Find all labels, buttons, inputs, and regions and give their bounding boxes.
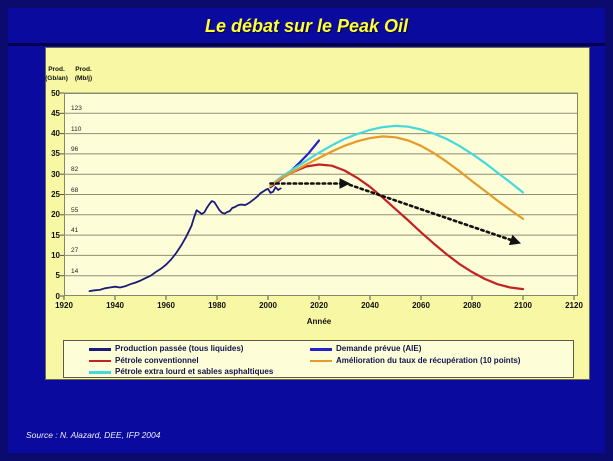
x-axis-label: 2120 (565, 301, 583, 310)
y-axis-header-left: Prod. (Gb/an) (43, 65, 70, 83)
x-axis-label: 2020 (310, 301, 328, 310)
legend: Production passée (tous liquides) Pétrole… (63, 340, 574, 378)
y-axis-label-left: 40 (51, 129, 60, 139)
y-axis-label-left: 30 (51, 169, 60, 179)
chart-plot-svg (60, 92, 578, 300)
x-axis-label: 1960 (157, 301, 175, 310)
series-production-pass-e-tous-liquides- (88, 186, 282, 293)
series-p-trole-extra-lourd-et-sables-asphaltiques (269, 124, 525, 194)
y-axis-label-right: 27 (71, 247, 79, 255)
x-axis-title: Année (306, 317, 332, 326)
y-axis-label-left: 45 (51, 108, 60, 118)
x-axis-label: 2060 (412, 301, 430, 310)
legend-label: Amélioration du taux de récupération (10… (336, 355, 521, 365)
legend-swatch (89, 348, 111, 351)
source-citation: Source : N. Alazard, DEE, IFP 2004 (26, 430, 161, 440)
y-axis-label-left: 20 (51, 210, 60, 220)
y-axis-label-right: 96 (71, 145, 79, 153)
legend-swatch (89, 371, 111, 374)
slide-background: Le débat sur le Peak Oil Prod. (Gb/an) P… (8, 8, 605, 453)
x-axis-label: 2040 (361, 301, 379, 310)
y-axis-label-right: 82 (71, 166, 79, 174)
y-axis-header-right-unit-name: Prod. (75, 66, 92, 73)
y-axis-label-left: 50 (51, 88, 60, 98)
y-axis-header-left-unit-name: Prod. (48, 66, 65, 73)
series-p-trole-conventionnel (269, 163, 525, 291)
legend-label: Production passée (tous liquides) (115, 344, 244, 353)
y-axis-label-left: 25 (51, 190, 60, 199)
y-axis-label-right: 68 (71, 186, 79, 194)
x-axis-label: 1980 (208, 301, 226, 310)
y-axis-label-right: 110 (71, 125, 82, 133)
series-annotation-arrow-decline (348, 183, 521, 246)
y-axis-label-right: 55 (71, 206, 79, 214)
x-axis-label: 2100 (514, 301, 532, 310)
y-axis-header-left-unit: (Gb/an) (45, 75, 68, 82)
slide-title: Le débat sur le Peak Oil (204, 16, 409, 36)
y-axis-label-left: 0 (55, 291, 60, 301)
x-axis-label: 1940 (106, 301, 124, 310)
legend-label: Pétrole conventionnel (115, 355, 199, 365)
y-axis-label-right: 123 (71, 105, 82, 113)
legend-swatch (310, 348, 332, 351)
legend-label: Demande prévue (AIE) (336, 344, 422, 353)
title-separator-line (8, 43, 605, 46)
y-axis-label-right: 41 (71, 227, 79, 235)
chart-panel: Prod. (Gb/an) Prod. (Mb/j) 0 5 10 15 20 25 30 3… (45, 47, 590, 380)
x-axis-label: 1920 (55, 301, 73, 310)
y-axis-label-right: 14 (71, 267, 79, 275)
y-axis-label-left: 5 (55, 271, 60, 281)
series-am-lioration-du-taux-de-r-cup-ration-10-points- (269, 135, 525, 221)
y-axis-label-left: 10 (51, 250, 60, 260)
legend-label: Pétrole extra lourd et sables asphaltiqu… (115, 367, 274, 376)
legend-swatch (89, 359, 111, 362)
x-axis-label: 2000 (259, 301, 277, 310)
y-axis-header-right-unit: (Mb/j) (74, 75, 93, 82)
x-axis-label: 2080 (463, 301, 481, 310)
y-axis-header-right: Prod. (Mb/j) (70, 65, 97, 83)
legend-swatch (310, 359, 332, 362)
y-axis-label-left: 35 (51, 149, 60, 159)
y-axis-label-left: 15 (51, 230, 60, 240)
